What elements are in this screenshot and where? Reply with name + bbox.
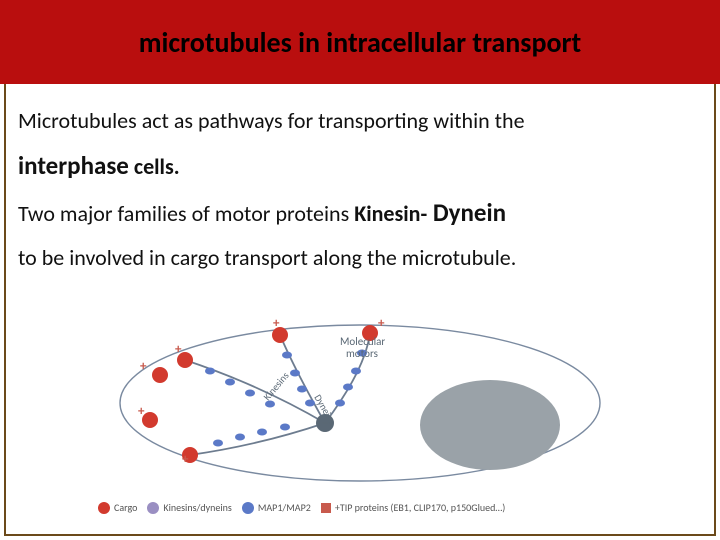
text-run: Microtubules act as pathways for transpo… bbox=[18, 107, 525, 134]
text-interphase: interphase bbox=[18, 150, 129, 181]
legend-label: Kinesins/dyneins bbox=[163, 501, 231, 514]
svg-text:+: + bbox=[378, 316, 385, 331]
paragraph-1: Microtubules act as pathways for transpo… bbox=[18, 100, 702, 142]
svg-text:+: + bbox=[140, 359, 147, 374]
slide-title: microtubules in intracellular transport bbox=[139, 25, 581, 60]
text-run: Two major families of motor proteins bbox=[18, 200, 354, 227]
legend-map: MAP1/MAP2 bbox=[242, 501, 311, 514]
svg-text:+: + bbox=[138, 404, 145, 419]
paragraph-1b: interphase cells. bbox=[18, 142, 702, 190]
text-dynein: Dynein bbox=[427, 197, 506, 228]
text-run: to be involved in cargo transport along … bbox=[18, 244, 516, 271]
svg-text:−: − bbox=[322, 414, 329, 431]
text-cells: cells. bbox=[129, 153, 180, 180]
legend-label: Cargo bbox=[114, 501, 137, 514]
cell-diagram: ++++++MolecularmotorsKinesinsDyneins− Ca… bbox=[90, 315, 630, 520]
text-kinesin: Kinesin- bbox=[354, 200, 427, 227]
legend-motors: Kinesins/dyneins bbox=[147, 501, 231, 514]
legend-label: MAP1/MAP2 bbox=[258, 501, 311, 514]
title-bar: microtubules in intracellular transport bbox=[0, 0, 720, 84]
body-text: Microtubules act as pathways for transpo… bbox=[18, 100, 702, 279]
svg-text:motors: motors bbox=[346, 347, 378, 360]
svg-text:+: + bbox=[273, 316, 280, 331]
motor-icon bbox=[147, 502, 159, 514]
map-icon bbox=[242, 502, 254, 514]
legend-cargo: Cargo bbox=[98, 501, 137, 514]
paragraph-2: Two major families of motor proteins Kin… bbox=[18, 189, 702, 237]
legend: Cargo Kinesins/dyneins MAP1/MAP2 +TIP pr… bbox=[98, 501, 622, 514]
svg-text:+: + bbox=[182, 452, 189, 467]
svg-text:+: + bbox=[175, 342, 182, 357]
cargo-icon bbox=[98, 502, 110, 514]
paragraph-3: to be involved in cargo transport along … bbox=[18, 237, 702, 279]
legend-tip: +TIP proteins (EB1, CLIP170, p150Glued…) bbox=[321, 501, 505, 514]
tip-icon bbox=[321, 503, 331, 513]
diagram-svg: ++++++MolecularmotorsKinesinsDyneins− bbox=[90, 315, 630, 520]
legend-label: +TIP proteins (EB1, CLIP170, p150Glued…) bbox=[335, 501, 505, 514]
